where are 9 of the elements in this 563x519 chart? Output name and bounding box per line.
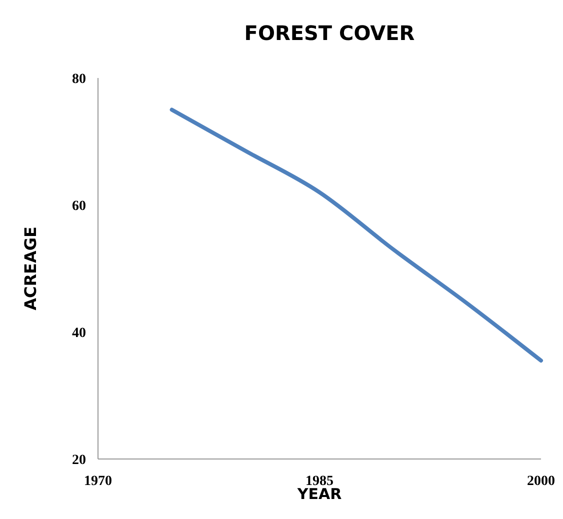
y-tick-label: 60 <box>72 198 86 214</box>
x-tick-label: 2000 <box>527 474 555 489</box>
line-series <box>170 108 543 363</box>
y-tick-label: 80 <box>72 72 86 87</box>
y-axis-title: ACREAGE <box>21 226 40 310</box>
x-tick-label: 1970 <box>84 474 112 489</box>
y-tick-label: 40 <box>72 326 86 341</box>
y-tick-label: 20 <box>72 452 86 468</box>
chart-title: FOREST COVER <box>244 21 415 45</box>
